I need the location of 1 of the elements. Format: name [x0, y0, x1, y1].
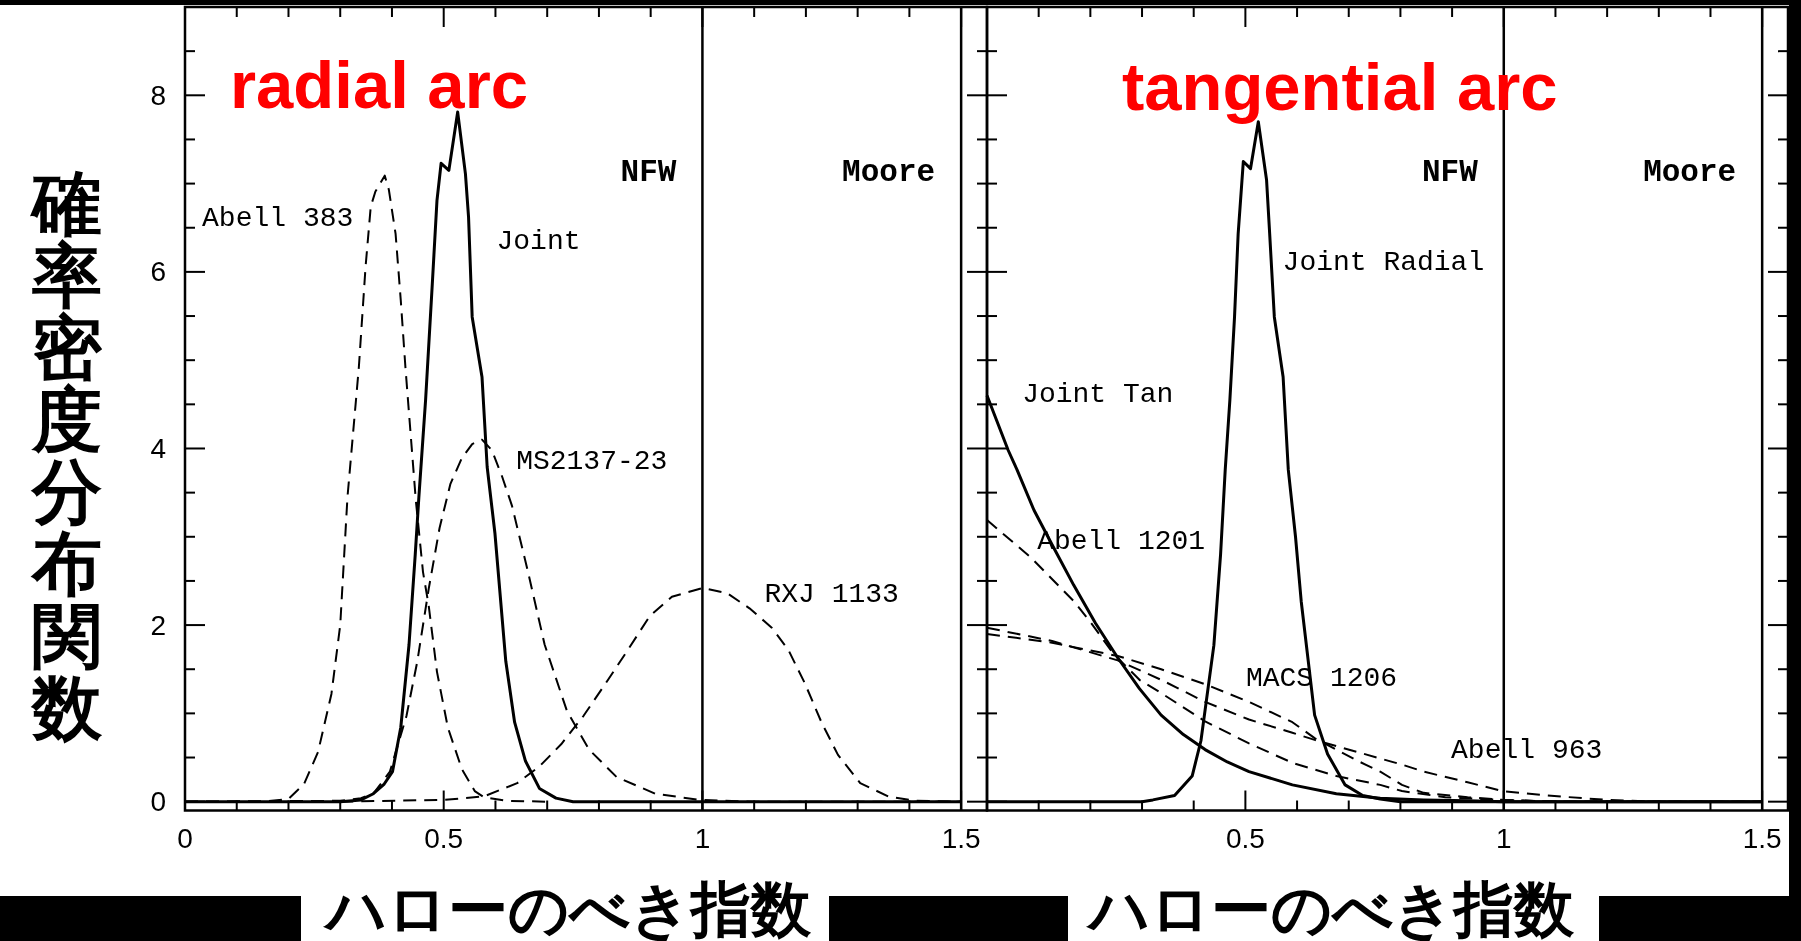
title: radial arc [230, 46, 528, 122]
